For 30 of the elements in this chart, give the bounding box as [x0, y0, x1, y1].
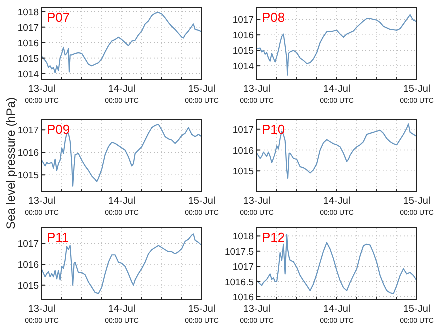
y-tick-label: 1017: [18, 126, 39, 137]
y-tick-label: 1017: [232, 124, 254, 136]
y-tick-label: 1016: [232, 30, 254, 42]
chart-title: P11: [47, 230, 70, 245]
y-tick-label: 1015: [18, 280, 39, 292]
y-tick-label: 1015: [18, 54, 39, 65]
y-tick-label: 1016: [18, 260, 39, 272]
chart-title: P08: [262, 10, 286, 25]
y-tick-label: 1017: [18, 239, 39, 250]
y-tick-label: 1017: [18, 22, 39, 34]
y-tick-label: 1018: [232, 232, 254, 243]
y-tick-label: 1017.5: [224, 246, 254, 258]
y-tick-label: 1016: [18, 148, 39, 160]
y-tick-label: 1016: [18, 38, 39, 50]
chart-title: P10: [262, 122, 286, 137]
y-tick-label: 1016: [232, 146, 254, 157]
y-tick-label: 1017: [232, 262, 254, 274]
y-tick-label: 1018: [18, 7, 39, 18]
y-tick-label: 1015: [18, 170, 39, 182]
y-tick-label: 1016: [232, 292, 254, 304]
chart-title: P07: [47, 10, 70, 25]
chart-title: P09: [47, 122, 70, 137]
y-tick-label: 1014: [18, 69, 39, 80]
y-tick-label: 1015: [232, 46, 254, 58]
y-tick-label: 1014: [232, 62, 254, 73]
y-tick-label: 1017: [232, 15, 254, 26]
y-tick-label: 1016.5: [224, 277, 254, 288]
y-axis-title: Sea level pressure (hPa): [4, 97, 18, 230]
chart-title: P12: [262, 230, 286, 245]
y-tick-label: 1015: [232, 166, 254, 178]
